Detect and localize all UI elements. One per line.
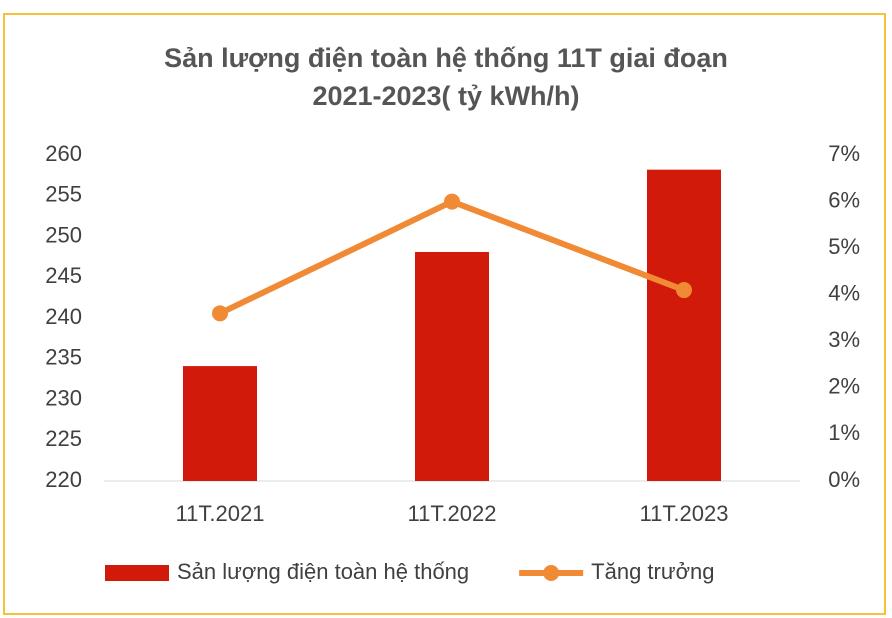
- y2-tick-label: 3%: [828, 327, 860, 352]
- chart-title: 2021-2023( tỷ kWh/h): [312, 81, 579, 111]
- y2-tick-label: 0%: [828, 467, 860, 492]
- line-point: [676, 282, 692, 299]
- y-tick-label: 240: [45, 304, 82, 329]
- y-tick-label: 225: [45, 426, 82, 451]
- y2-tick-label: 1%: [828, 420, 860, 445]
- y-tick-label: 245: [45, 263, 82, 288]
- y-tick-label: 255: [45, 182, 82, 207]
- chart-title: Sản lượng điện toàn hệ thống 11T giai đo…: [164, 43, 728, 73]
- y2-tick-label: 4%: [828, 281, 860, 306]
- y2-tick-label: 6%: [828, 187, 860, 212]
- y-tick-label: 220: [45, 467, 82, 492]
- legend-swatch: [105, 565, 169, 581]
- legend-label: Tăng trưởng: [591, 559, 714, 584]
- x-tick-label: 11T.2023: [640, 501, 729, 526]
- y2-tick-label: 7%: [828, 141, 860, 166]
- y-tick-label: 250: [45, 222, 82, 247]
- y2-tick-label: 5%: [828, 234, 860, 259]
- legend-label: Sản lượng điện toàn hệ thống: [177, 559, 469, 584]
- x-tick-label: 11T.2021: [176, 501, 265, 526]
- bar: [183, 366, 257, 481]
- bar: [415, 251, 489, 481]
- legend-swatch: [543, 565, 560, 581]
- bar: [647, 169, 721, 482]
- line-point: [212, 305, 228, 322]
- x-tick-label: 11T.2022: [408, 501, 497, 526]
- y2-tick-label: 2%: [828, 374, 860, 399]
- y-tick-label: 230: [45, 385, 82, 410]
- y-tick-label: 260: [45, 141, 82, 166]
- line-point: [444, 193, 460, 210]
- y-tick-label: 235: [45, 345, 82, 370]
